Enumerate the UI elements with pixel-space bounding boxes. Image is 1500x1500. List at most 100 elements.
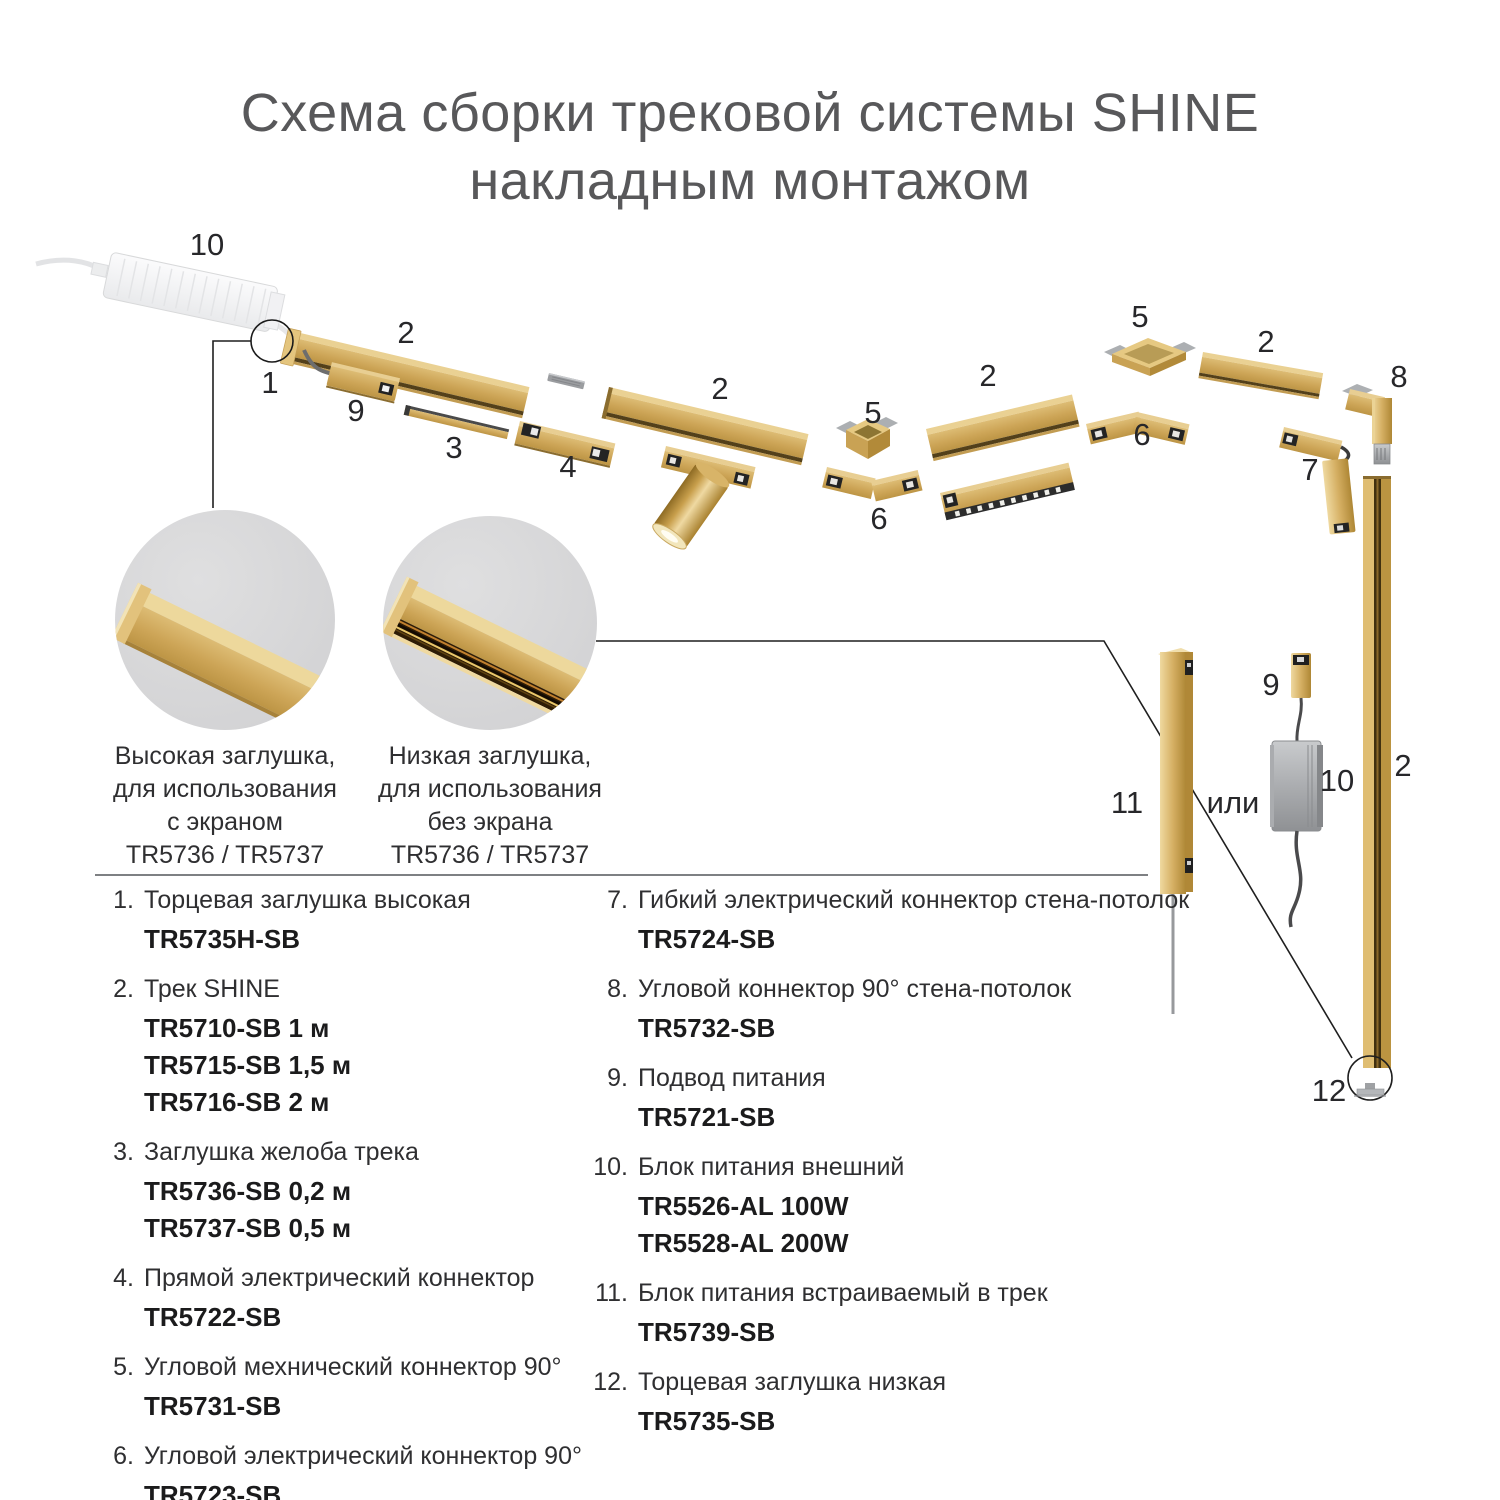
part-code: TR5732-SB: [638, 1013, 776, 1043]
label-endcap-high: 1: [261, 365, 278, 400]
part-number: 4.: [113, 1264, 134, 1292]
part-code: TR5528-AL 200W: [638, 1228, 849, 1258]
part-name: Заглушка желоба трека: [144, 1138, 419, 1166]
part-code: TR5735H-SB: [144, 924, 301, 954]
spotlight: [652, 446, 756, 550]
label-corner-elec-left: 6: [870, 501, 887, 536]
part-code: TR5723-SB: [144, 1480, 282, 1500]
part-number: 5.: [113, 1353, 134, 1381]
psu-external-gray: [1270, 740, 1323, 928]
part-code: TR5737-SB 0,5 м: [144, 1213, 352, 1243]
part-code: TR5526-AL 100W: [638, 1191, 849, 1221]
part-item-12: 12. Торцевая заглушка низкая TR5735-SB: [578, 1366, 1189, 1440]
callout-low-line1: Низкая заглушка,: [388, 742, 592, 770]
label-or-word: или: [1207, 785, 1260, 820]
leader-high-cap: [212, 340, 251, 508]
power-feed-a: [325, 362, 401, 404]
corner-elec-left: [822, 467, 923, 502]
part-name: Торцевая заглушка низкая: [638, 1368, 947, 1396]
part-name: Подвод питания: [638, 1064, 826, 1092]
corner-elec-right: [1086, 411, 1190, 445]
label-track-d: 2: [1257, 324, 1274, 359]
endcap-low-group: [1347, 1055, 1393, 1101]
part-item-5: 5. Угловой мехнический коннектор 90° TR5…: [88, 1351, 582, 1425]
label-power-feed-a: 9: [347, 393, 364, 428]
part-number: 9.: [607, 1064, 628, 1092]
label-track-a: 2: [397, 315, 414, 350]
part-name: Блок питания встраиваемый в трек: [638, 1279, 1048, 1307]
part-item-3: 3. Заглушка желоба трека TR5736-SB 0,2 м…: [88, 1136, 582, 1247]
groove-cover-strip: [403, 405, 510, 440]
callout-low-line4: TR5736 / TR5737: [390, 841, 590, 869]
part-name: Угловой коннектор 90° стена-потолок: [638, 975, 1072, 1003]
track-segment-b: [601, 387, 809, 466]
label-track-b: 2: [711, 371, 728, 406]
label-corner-mech-left: 5: [864, 395, 881, 430]
label-corner-mech-right: 5: [1131, 299, 1148, 334]
label-groove-cover: 3: [445, 430, 462, 465]
part-code: TR5716-SB 2 м: [144, 1087, 330, 1117]
leader-low-cap: [596, 640, 1353, 1059]
flex-connector: [1279, 427, 1356, 535]
psu-external-top: [90, 252, 286, 332]
part-name: Угловой электрический коннектор 90°: [144, 1442, 582, 1470]
linear-light: [940, 462, 1075, 521]
endcap-high-ring: [250, 319, 294, 363]
part-number: 10.: [593, 1153, 628, 1181]
part-item-11: 11. Блок питания встраиваемый в трек TR5…: [578, 1277, 1189, 1351]
part-number: 12.: [593, 1368, 628, 1396]
part-name: Угловой мехнический коннектор 90°: [144, 1353, 562, 1381]
part-item-10: 10. Блок питания внешний TR5526-AL 100W …: [578, 1151, 1189, 1262]
part-code: TR5731-SB: [144, 1391, 282, 1421]
corner-wall-ceiling: [1342, 384, 1392, 465]
callout-low-line3: без экрана: [427, 808, 553, 836]
part-item-6: 6. Угловой электрический коннектор 90° T…: [88, 1440, 582, 1500]
label-psu-embedded: 11: [1111, 785, 1143, 820]
label-power-feed-b: 9: [1262, 667, 1279, 702]
callout-caption-high: Высокая заглушка, для использования с эк…: [85, 740, 365, 872]
high-cap-render: [115, 582, 335, 730]
corner-mech-left: [836, 417, 898, 459]
part-item-7: 7. Гибкий электрический коннектор стена-…: [578, 884, 1189, 958]
track-segment-a: [280, 327, 530, 419]
part-number: 1.: [113, 886, 134, 914]
part-number: 6.: [113, 1442, 134, 1470]
part-item-4: 4. Прямой электрический коннектор TR5722…: [88, 1262, 582, 1336]
callout-high-line2: для использования: [113, 775, 337, 803]
parts-list-left: 1. Торцевая заглушка высокая TR5735H-SB …: [88, 884, 582, 1500]
label-corner-wall-ceiling: 8: [1390, 359, 1407, 394]
track-segment-d: [1198, 352, 1324, 400]
part-item-2: 2. Трек SHINE TR5710-SB 1 м TR5715-SB 1,…: [88, 973, 582, 1121]
label-corner-elec-right: 6: [1133, 417, 1150, 452]
part-name: Трек SHINE: [144, 975, 280, 1003]
part-name: Прямой электрический коннектор: [144, 1264, 535, 1292]
label-flex-connector: 7: [1301, 452, 1318, 487]
part-number: 8.: [607, 975, 628, 1003]
callout-caption-low: Низкая заглушка, для использования без э…: [350, 740, 630, 872]
low-cap-render: [383, 576, 597, 730]
psu-input-wire: [35, 257, 102, 272]
part-name: Гибкий электрический коннектор стена-пот…: [638, 886, 1190, 914]
part-name: Торцевая заглушка высокая: [144, 886, 471, 914]
part-code: TR5721-SB: [638, 1102, 776, 1132]
track-segment-c: [926, 394, 1080, 462]
part-code: TR5715-SB 1,5 м: [144, 1050, 352, 1080]
part-code: TR5735-SB: [638, 1406, 776, 1436]
part-name: Блок питания внешний: [638, 1153, 905, 1181]
label-track-c: 2: [979, 358, 996, 393]
part-number: 7.: [607, 886, 628, 914]
part-item-8: 8. Угловой коннектор 90° стена-потолок T…: [578, 973, 1189, 1047]
label-track-vertical: 2: [1394, 748, 1411, 783]
part-number: 2.: [113, 975, 134, 1003]
page-title: Схема сборки трековой системы SHINE: [240, 83, 1260, 143]
straight-connector: [514, 421, 616, 468]
part-code: TR5710-SB 1 м: [144, 1013, 330, 1043]
part-number: 11.: [595, 1279, 628, 1307]
callout-low-line2: для использования: [378, 775, 602, 803]
part-code: TR5724-SB: [638, 924, 776, 954]
callout-high-line3: с экраном: [167, 808, 283, 836]
label-endcap-low: 12: [1312, 1073, 1346, 1108]
label-straight-connector: 4: [559, 449, 576, 484]
psu-embedded: [1158, 648, 1193, 1014]
